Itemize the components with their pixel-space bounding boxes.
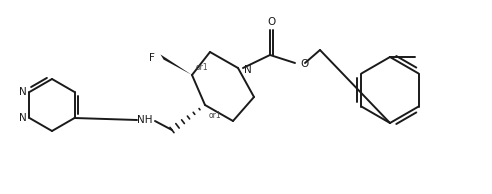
Text: O: O <box>300 59 308 69</box>
Text: N: N <box>244 65 252 75</box>
Text: NH: NH <box>137 115 153 125</box>
Text: F: F <box>149 53 155 63</box>
Text: N: N <box>19 87 27 97</box>
Text: or1: or1 <box>209 111 221 120</box>
Text: or1: or1 <box>196 63 209 73</box>
Text: N: N <box>19 113 27 123</box>
Text: O: O <box>267 17 275 27</box>
Polygon shape <box>160 55 192 75</box>
